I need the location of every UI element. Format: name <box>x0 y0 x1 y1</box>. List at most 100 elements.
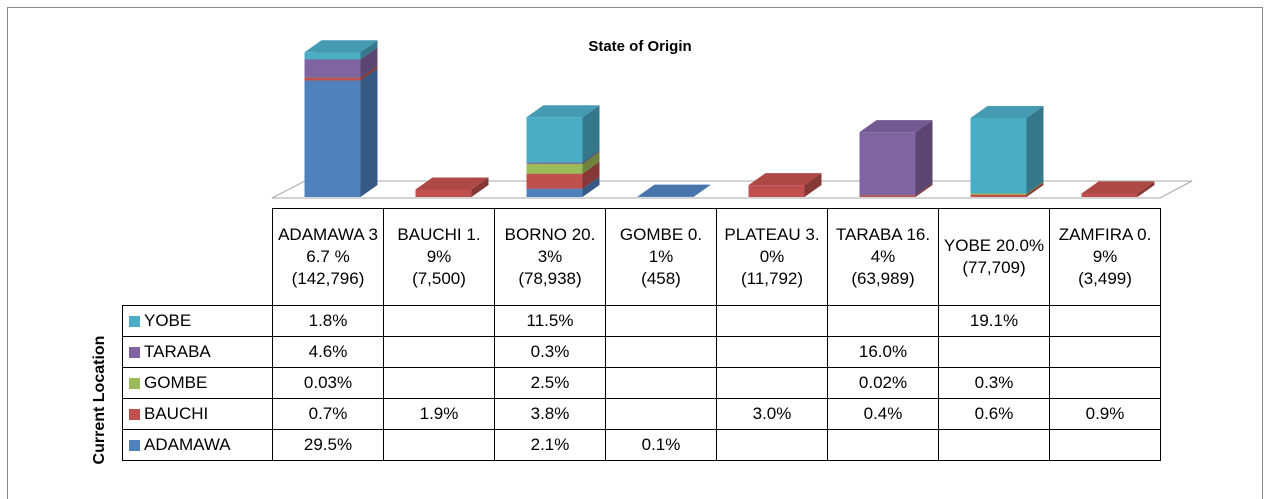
table-cell: 0.1% <box>605 429 717 461</box>
bar-front <box>526 117 583 163</box>
bar-front <box>526 162 583 164</box>
table-cell <box>605 367 717 399</box>
table-cell <box>383 305 495 337</box>
bar-front <box>304 59 361 78</box>
category-label: BORNO <box>504 225 567 244</box>
legend-swatch <box>129 346 140 358</box>
count-line: (142,796) <box>292 268 365 290</box>
legend-label: YOBE <box>144 311 192 330</box>
category-header: TARABA 16.4% (63,989) <box>827 208 939 306</box>
table-cell <box>383 367 495 399</box>
bar-front <box>304 52 361 60</box>
value-label: 3.0% <box>752 404 792 423</box>
legend-swatch <box>129 377 140 389</box>
bar-segment <box>970 106 1044 194</box>
bar-front <box>304 77 361 81</box>
bar-side <box>582 150 600 164</box>
bar-segment <box>304 68 378 197</box>
value-label: 0.02% <box>858 373 908 392</box>
bar-side <box>582 161 600 189</box>
count-line: (78,938) <box>518 268 581 290</box>
category-count: (3,499) <box>1078 269 1132 288</box>
table-cell <box>716 367 828 399</box>
table-cell <box>1049 336 1161 368</box>
table-cell: 2.5% <box>494 367 606 399</box>
bar-side <box>360 65 378 81</box>
value-label: 0.03% <box>303 373 353 392</box>
category-total: 0.9% <box>1092 225 1152 266</box>
table-cell: 29.5% <box>272 429 384 461</box>
category-count: (78,938) <box>518 269 582 288</box>
category-total: 20.3% <box>537 225 596 266</box>
bar-front <box>970 118 1027 194</box>
table-cell <box>827 429 939 461</box>
bar-side <box>360 47 378 78</box>
bar-top <box>304 40 378 53</box>
bar-side <box>1026 182 1044 197</box>
bar-top <box>415 177 489 190</box>
table-cell: 1.8% <box>272 305 384 337</box>
count-line: (63,989) <box>851 268 914 290</box>
bar-front <box>415 189 472 197</box>
table-cell: 0.3% <box>938 367 1050 399</box>
table-cell: 1.9% <box>383 398 495 430</box>
table-cell: 0.4% <box>827 398 939 430</box>
category-line: ADAMAWA 36.7 % <box>275 224 381 268</box>
count-line: (77,709) <box>962 257 1025 279</box>
value-label: 2.1% <box>530 435 570 454</box>
category-label: TARABA <box>835 225 902 244</box>
category-line: TARABA 16.4% <box>830 224 936 268</box>
bar-side <box>1026 181 1044 195</box>
value-label: 0.3% <box>530 342 570 361</box>
bar-front <box>748 185 805 197</box>
bar-segment <box>748 173 822 197</box>
category-total: 0.1% <box>648 225 703 266</box>
value-label: 0.1% <box>641 435 681 454</box>
value-label: 0.7% <box>308 404 348 423</box>
table-cell: 0.02% <box>827 367 939 399</box>
table-cell: 0.3% <box>494 336 606 368</box>
bar-side <box>915 120 933 196</box>
count-line: (11,792) <box>741 268 803 290</box>
bar-top <box>970 106 1044 118</box>
bar-front <box>970 194 1027 197</box>
category-header: BORNO 20.3% (78,938) <box>494 208 606 306</box>
bar-segment <box>859 120 933 196</box>
bar-front <box>859 195 916 197</box>
bar-side <box>915 183 933 197</box>
floor <box>271 180 1193 199</box>
category-header: PLATEAU 3.0% (11,792) <box>716 208 828 306</box>
category-count: (142,796) <box>291 269 365 288</box>
value-label: 19.1% <box>969 311 1019 330</box>
bar-front <box>970 193 1027 195</box>
category-header: BAUCHI 1.9% (7,500) <box>383 208 495 306</box>
table-cell <box>383 336 495 368</box>
table-cell <box>383 429 495 461</box>
value-label: 0.4% <box>863 404 903 423</box>
table-cell <box>1049 305 1161 337</box>
legend-label: BAUCHI <box>144 404 209 423</box>
table-cell: 2.1% <box>494 429 606 461</box>
table-cell: 0.6% <box>938 398 1050 430</box>
table-cell: 3.8% <box>494 398 606 430</box>
category-count: (11,792) <box>740 269 804 288</box>
category-total: 16.4% <box>870 225 931 266</box>
bar-front <box>1081 193 1138 197</box>
bar-side <box>360 68 378 197</box>
value-label: 1.9% <box>419 404 459 423</box>
category-header: YOBE 20.0% (77,709) <box>938 208 1050 306</box>
bar-side <box>804 173 822 197</box>
table-cell: 4.6% <box>272 336 384 368</box>
legend-swatch <box>129 315 140 327</box>
bar-side <box>915 183 933 196</box>
bar-side <box>582 176 600 197</box>
category-label: YOBE <box>943 236 992 255</box>
value-label: 0.6% <box>974 404 1014 423</box>
chart-title: State of Origin <box>588 38 691 55</box>
count-line: (7,500) <box>412 268 466 290</box>
bar-segment <box>1081 181 1155 197</box>
bar-side <box>360 65 378 78</box>
legend-label: ADAMAWA <box>144 435 231 454</box>
table-cell <box>1049 429 1161 461</box>
category-total: 1.9% <box>426 225 481 266</box>
